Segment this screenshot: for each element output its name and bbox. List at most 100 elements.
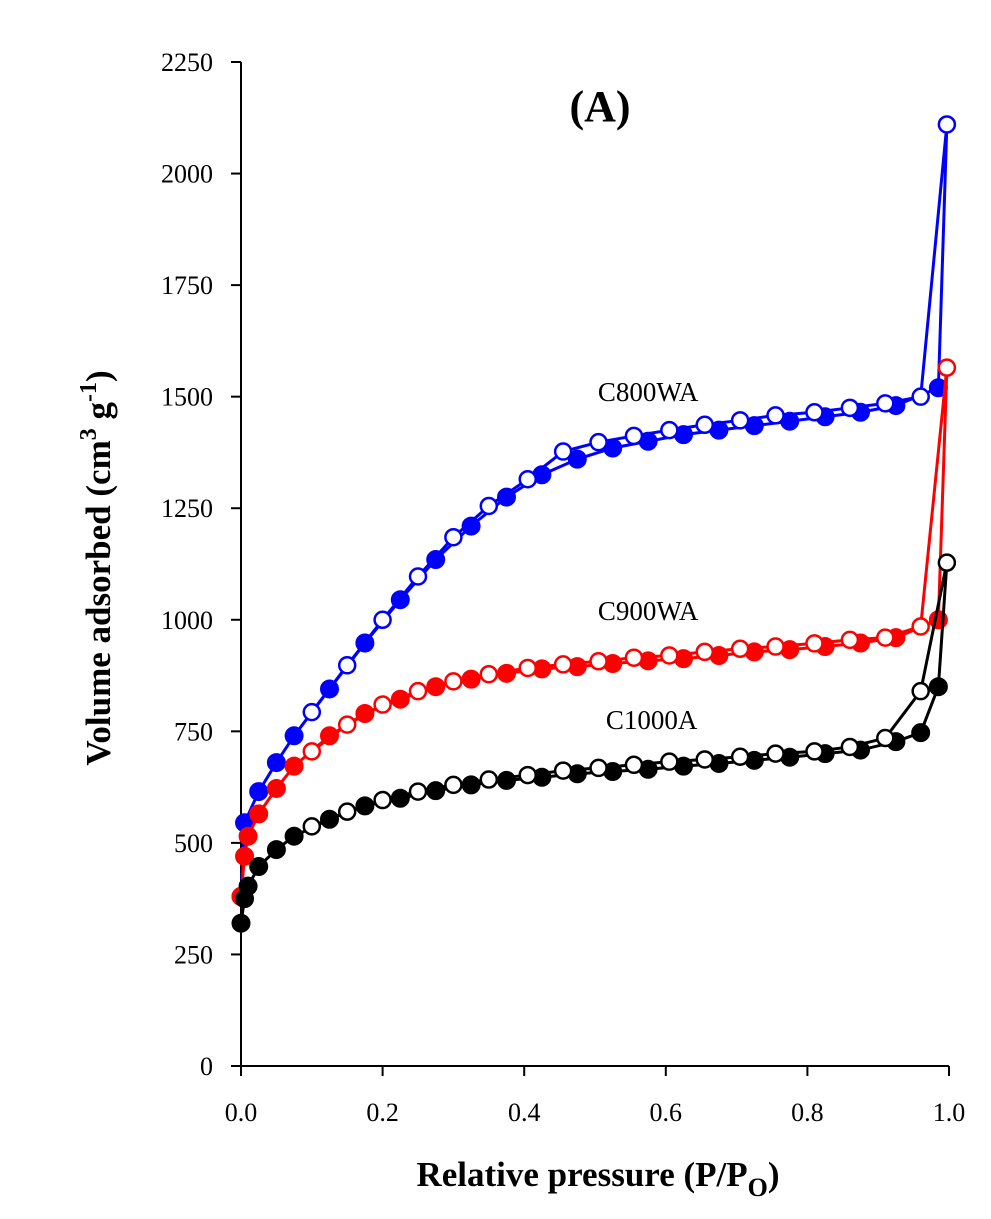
adsorption-point: [320, 679, 339, 699]
desorption-point: [444, 775, 463, 795]
x-axis-title: Relative pressure (P/PO): [416, 1155, 779, 1202]
x-tick-label: 1.0: [933, 1098, 966, 1127]
desorption-point: [937, 358, 957, 377]
x-ticks: 0.0 0.2 0.4 0.6 0.8 1.0: [225, 1066, 966, 1127]
adsorption-point: [284, 826, 304, 846]
desorption-point: [805, 403, 824, 422]
desorption-point: [624, 755, 644, 775]
desorption-point: [624, 648, 644, 667]
y-tick-label: 1750: [161, 271, 213, 300]
y-tick-label: 1000: [161, 606, 213, 635]
adsorption-point: [249, 804, 269, 824]
adsorption-point: [238, 876, 258, 896]
desorption-point: [518, 765, 537, 785]
adsorption-point: [567, 449, 587, 469]
adsorption-point: [497, 770, 516, 790]
adsorption-point: [231, 913, 251, 933]
y-tick-label: 2000: [161, 160, 213, 189]
desorption-point: [730, 639, 750, 659]
x-tick-label: 0.8: [791, 1098, 824, 1127]
adsorption-point: [320, 809, 339, 829]
desorption-point: [589, 652, 608, 671]
series-c900wa: C900WA: [231, 358, 957, 906]
adsorption-point: [497, 487, 516, 507]
desorption-point: [373, 695, 392, 714]
x-axis-title-main: Relative pressure (P/P: [416, 1155, 747, 1194]
desorption-point: [408, 782, 428, 801]
adsorption-point: [284, 756, 304, 776]
desorption-point: [553, 655, 573, 674]
x-tick-label: 0.2: [366, 1098, 399, 1127]
y-ticks: 0 250 500 750 1000 1250 1500 1750 2000 2250: [161, 48, 241, 1081]
desorption-point: [337, 802, 357, 821]
desorption-point: [479, 664, 499, 684]
adsorption-point: [390, 590, 410, 610]
desorption-point: [805, 634, 824, 653]
y-tick-label: 500: [174, 829, 213, 858]
desorption-point: [408, 567, 428, 586]
desorption-point: [840, 398, 860, 418]
x-tick-label: 0.6: [650, 1098, 683, 1127]
y-tick-label: 750: [174, 717, 213, 746]
desorption-point: [589, 758, 608, 778]
x-tick-label: 0.0: [225, 1098, 258, 1127]
desorption-point: [876, 728, 895, 748]
desorption-point: [840, 630, 860, 650]
y-axis-title-sup2: -1: [76, 382, 102, 402]
adsorption-point: [266, 778, 286, 798]
series-c800wa: C800WA: [231, 115, 957, 906]
desorption-point: [518, 469, 537, 489]
adsorption-point: [461, 775, 481, 795]
desorption-point: [660, 646, 679, 665]
y-tick-label: 1250: [161, 494, 213, 523]
y-tick-label: 250: [174, 940, 213, 969]
series-label-c1000a: C1000A: [606, 705, 698, 735]
adsorption-point: [390, 788, 410, 808]
desorption-point: [695, 642, 714, 662]
desorption-point: [660, 420, 679, 440]
adsorption-point: [426, 781, 446, 801]
x-tick-label: 0.4: [508, 1098, 541, 1127]
desorption-point: [730, 411, 750, 430]
series-c1000a: C1000A: [231, 553, 957, 933]
desorption-point: [479, 496, 499, 516]
desorption-point: [302, 817, 322, 836]
desorption-point: [337, 656, 357, 675]
desorption-point: [624, 426, 644, 446]
desorption-point: [876, 394, 895, 413]
adsorption-point: [238, 826, 258, 846]
axes: [240, 62, 949, 1067]
y-axis-title: Volume adsorbed (cm3 g-1): [76, 370, 118, 765]
adsorption-point: [461, 516, 481, 536]
desorption-point: [518, 658, 537, 678]
adsorption-point: [497, 663, 516, 683]
adsorption-point: [355, 633, 375, 653]
y-tick-label: 0: [200, 1052, 213, 1081]
desorption-point: [805, 742, 824, 761]
desorption-point: [911, 681, 930, 701]
adsorption-point: [461, 669, 481, 689]
adsorption-point: [266, 753, 286, 773]
desorption-point: [695, 415, 714, 435]
desorption-point: [937, 115, 957, 134]
desorption-point: [373, 790, 392, 810]
series-layer: C800WA C900WA C1000A: [231, 115, 957, 933]
adsorption-point: [426, 677, 446, 697]
desorption-point: [553, 761, 573, 780]
desorption-point: [444, 527, 463, 547]
y-tick-label: 1500: [161, 383, 213, 412]
desorption-point: [408, 681, 428, 701]
desorption-point: [766, 744, 785, 763]
adsorption-point: [284, 726, 304, 746]
x-axis-title-sub: O: [748, 1173, 768, 1202]
y-tick-label: 2250: [161, 48, 213, 77]
adsorption-point: [928, 677, 948, 697]
adsorption-point: [235, 846, 255, 866]
y-axis-title-sup1: 3: [76, 428, 102, 440]
desorption-point: [373, 610, 392, 630]
adsorption-point: [355, 796, 375, 816]
desorption-point: [911, 387, 930, 406]
desorption-point: [876, 628, 895, 647]
desorption-point: [444, 672, 463, 691]
y-axis-title-mid: g: [79, 402, 118, 429]
